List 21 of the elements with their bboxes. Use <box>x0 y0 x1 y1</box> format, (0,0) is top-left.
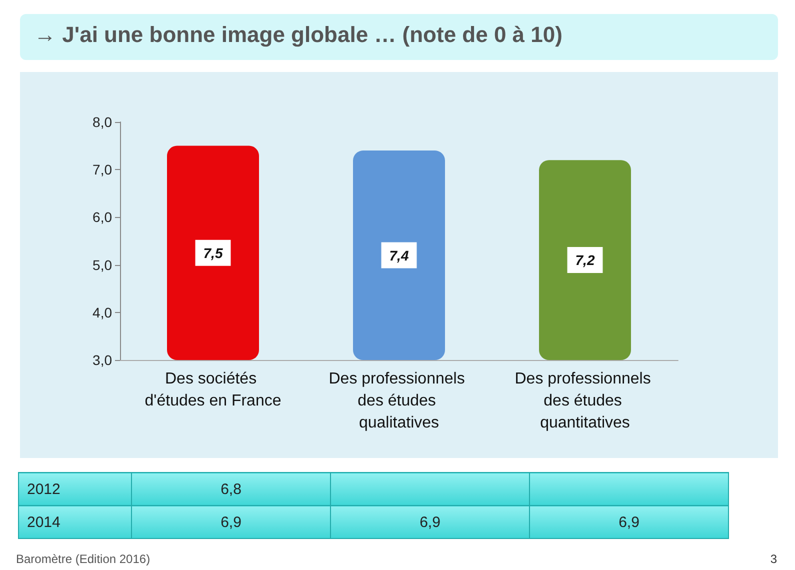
text: 3 <box>770 552 777 566</box>
y-tick-label: 7,0 <box>92 162 112 178</box>
data-label: 7,4 <box>389 247 409 264</box>
y-tick-label: 4,0 <box>92 304 112 320</box>
data-label: 7,2 <box>575 252 595 268</box>
x-tick-label: Des professionnels des études qualitatives <box>328 370 470 432</box>
x-tick-label: Des sociétés d'études en France <box>144 370 282 410</box>
text: Baromètre (Edition 2016) <box>16 552 150 566</box>
chart-title: → J'ai une bonne image globale … (note de 0 à 10) <box>20 14 778 60</box>
y-tick-label: 5,0 <box>92 256 112 273</box>
text: 6,9 <box>132 506 330 538</box>
text: 6,9 <box>330 506 530 538</box>
text: 6,8 <box>132 472 330 506</box>
data-label: 7,5 <box>203 244 223 261</box>
y-tick-label: 3,0 <box>92 352 112 368</box>
text: 6,9 <box>530 506 728 538</box>
x-tick-label: Des professionnels des études quantitatives <box>514 370 656 432</box>
y-tick-label: 8,0 <box>92 114 112 130</box>
text: 2012 <box>18 472 132 506</box>
y-tick-label: 6,0 <box>92 209 112 226</box>
text: 2014 <box>18 506 132 538</box>
